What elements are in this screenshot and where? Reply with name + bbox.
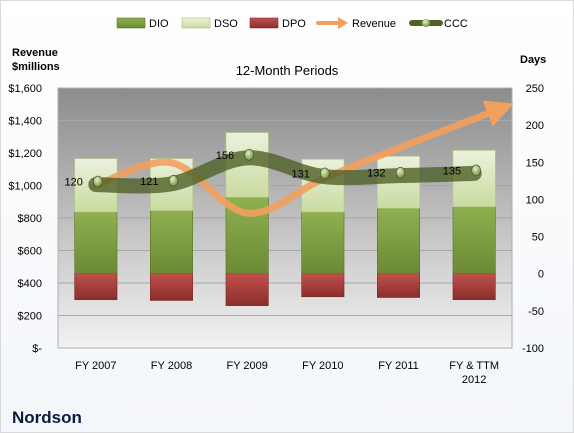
left-tick-label: $1,600 xyxy=(8,83,42,95)
right-tick-label: -100 xyxy=(522,343,544,355)
left-tick-label: $800 xyxy=(18,213,42,225)
ccc-data-label: 156 xyxy=(216,150,234,162)
ccc-point xyxy=(168,175,179,187)
legend: DIO DSO DPO Revenue CCC xyxy=(116,17,468,30)
bar-dpo xyxy=(301,273,345,298)
chart-title: 12-Month Periods xyxy=(236,63,339,78)
category-label: FY 2007 xyxy=(75,360,116,372)
legend-item-dio: DIO xyxy=(116,17,169,30)
ccc-point xyxy=(93,175,103,188)
bar-dpo xyxy=(377,273,420,298)
bar-dio xyxy=(452,206,496,275)
category-label: FY 2010 xyxy=(302,360,343,372)
ccc-data-label: 131 xyxy=(291,168,309,180)
left-tick-label: $200 xyxy=(18,311,42,323)
ccc-data-label: 120 xyxy=(64,177,82,189)
bar-dpo xyxy=(452,273,496,301)
right-tick-label: 0 xyxy=(538,269,544,281)
legend-label-ccc: CCC xyxy=(444,18,468,30)
ccc-point xyxy=(320,167,330,180)
bar-dio xyxy=(150,210,193,275)
ccc-point xyxy=(471,164,481,177)
legend-item-revenue: Revenue xyxy=(316,17,396,30)
bar-dio xyxy=(74,211,118,275)
company-name: Nordson xyxy=(12,408,82,427)
ccc-data-label: 121 xyxy=(140,176,158,188)
ccc-point xyxy=(244,149,254,161)
left-tick-label: $1,000 xyxy=(8,181,42,193)
ccc-series: 120 121 156 131 132 135 xyxy=(64,149,482,194)
category-label: FY 2008 xyxy=(151,360,192,372)
legend-label-revenue: Revenue xyxy=(352,18,396,30)
right-tick-label: 250 xyxy=(526,83,544,95)
bar-dpo xyxy=(225,273,269,306)
right-tick-label: 100 xyxy=(526,194,544,206)
right-tick-label: 200 xyxy=(526,120,544,132)
right-tick-label: 150 xyxy=(526,157,544,169)
legend-item-ccc: CCC xyxy=(409,18,468,30)
left-axis-ticks: $- $200 $400 $600 $800 $1,000 $1,200 $1,400 $1,6… xyxy=(8,83,42,355)
right-tick-label: -50 xyxy=(528,306,544,318)
legend-label-dso: DSO xyxy=(214,18,238,30)
ccc-data-label: 132 xyxy=(367,168,385,180)
bar-dio xyxy=(301,211,345,275)
left-tick-label: $1,200 xyxy=(8,148,42,160)
legend-item-dpo: DPO xyxy=(249,17,306,30)
left-tick-label: $400 xyxy=(18,278,42,290)
left-tick-label: $- xyxy=(32,343,42,355)
y-left-label-line1: Revenue xyxy=(12,47,58,59)
bar-dpo xyxy=(150,273,193,301)
category-label: FY 2009 xyxy=(226,360,267,372)
legend-label-dio: DIO xyxy=(149,18,169,30)
category-label: FY & TTM 2012 xyxy=(449,360,499,386)
bar-dpo xyxy=(74,273,118,301)
left-tick-label: $1,400 xyxy=(8,116,42,128)
legend-label-dpo: DPO xyxy=(282,18,306,30)
legend-item-dso: DSO xyxy=(181,17,238,30)
left-tick-label: $600 xyxy=(18,246,42,258)
category-label: FY 2011 xyxy=(378,360,419,372)
right-axis-ticks: -100 -50 0 50 100 150 200 250 xyxy=(522,83,544,355)
ccc-point xyxy=(395,166,406,179)
bar-dio xyxy=(377,208,420,275)
y-left-label-line2: $millions xyxy=(12,61,60,73)
category-labels: FY 2007 FY 2008 FY 2009 FY 2010 FY 2011 FY & … xyxy=(75,360,499,386)
y-right-label: Days xyxy=(520,54,546,66)
right-tick-label: 50 xyxy=(532,232,544,244)
ccc-data-label: 135 xyxy=(443,165,461,177)
